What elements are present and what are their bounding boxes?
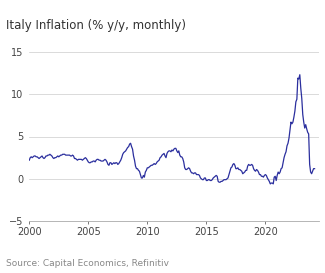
Text: Italy Inflation (% y/y, monthly): Italy Inflation (% y/y, monthly) — [6, 19, 187, 32]
Text: Source: Capital Economics, Refinitiv: Source: Capital Economics, Refinitiv — [6, 259, 170, 268]
